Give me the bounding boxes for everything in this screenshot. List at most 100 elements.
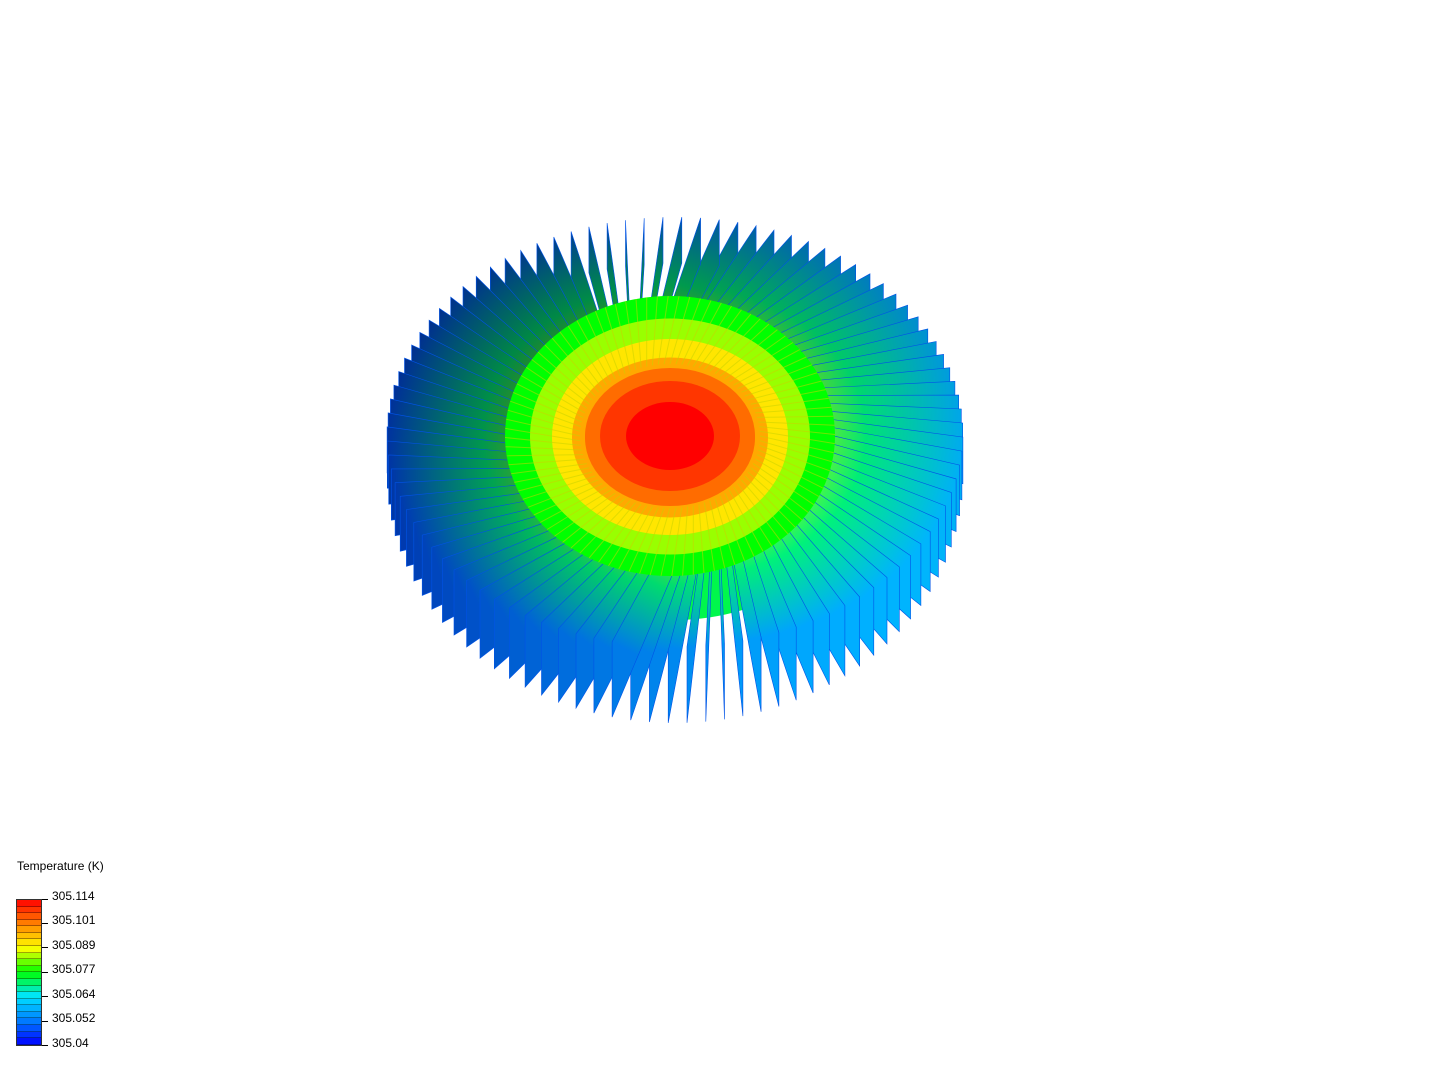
fin-root-edge bbox=[671, 507, 683, 577]
fin-root-edge bbox=[750, 467, 809, 513]
fin-root-edge bbox=[753, 397, 829, 409]
legend-color-band bbox=[17, 978, 41, 986]
fin-root-edge bbox=[520, 375, 586, 414]
fin-root-edge bbox=[585, 315, 616, 380]
fin-root-edge bbox=[504, 437, 581, 446]
fin-root-edge bbox=[709, 500, 726, 569]
fin-root-edge bbox=[728, 489, 764, 552]
fin-root-edge bbox=[518, 471, 593, 492]
legend-color-band bbox=[17, 906, 41, 914]
fin-root-edge bbox=[758, 449, 827, 481]
fin-root-edge bbox=[755, 406, 832, 414]
fin-root-edge bbox=[657, 295, 669, 365]
color-legend: Temperature (K) 305.114 305.101 305.089 … bbox=[0, 0, 200, 1080]
legend-color-band bbox=[17, 985, 41, 993]
fin-root-edge bbox=[709, 318, 761, 372]
fin-root-edge bbox=[508, 458, 585, 466]
legend-label-max: 305.114 bbox=[52, 889, 95, 903]
fin-root-edge bbox=[567, 325, 607, 386]
fin-root-edge bbox=[744, 475, 796, 528]
fin-root-edge bbox=[733, 349, 801, 386]
legend-tick bbox=[42, 996, 48, 997]
legend-tick bbox=[42, 899, 48, 900]
fin-root-edge bbox=[525, 366, 588, 409]
fin-root-edge bbox=[505, 427, 581, 442]
fin-root-edge bbox=[506, 418, 581, 437]
fin-root-edge bbox=[687, 302, 722, 366]
fin-root-edge bbox=[714, 323, 770, 374]
fin-root-edge bbox=[531, 359, 590, 405]
fin-root-edge bbox=[660, 507, 677, 576]
fin-root-edge bbox=[669, 296, 691, 365]
legend-color-band bbox=[17, 926, 41, 933]
legend-color-band bbox=[17, 932, 41, 940]
fin-root-edge bbox=[551, 337, 599, 393]
fin-root-edge bbox=[759, 435, 834, 454]
fin-root-edge bbox=[759, 440, 833, 463]
fin-root-edge bbox=[692, 305, 732, 367]
fin-root-edge bbox=[625, 301, 637, 370]
fin-root-edge bbox=[759, 430, 835, 445]
fin-root-edge bbox=[604, 307, 626, 374]
fin-root-edge bbox=[698, 504, 705, 574]
fin-root-edge bbox=[507, 409, 581, 432]
legend-color-band bbox=[17, 965, 41, 973]
legend-label: 305.101 bbox=[52, 913, 96, 927]
fin-root-edge bbox=[598, 503, 642, 563]
legend-color-band bbox=[17, 1018, 41, 1025]
fin-root-edge bbox=[513, 391, 582, 423]
fin-root-edge bbox=[618, 506, 653, 570]
legend-color-band bbox=[17, 998, 41, 1006]
fin-root-edge bbox=[628, 507, 659, 572]
fin-root-edge bbox=[510, 400, 581, 428]
fin-root-edge bbox=[758, 421, 835, 426]
legend-color-band bbox=[17, 992, 41, 999]
legend-tick bbox=[42, 947, 48, 948]
fin-root-edge bbox=[744, 372, 818, 397]
legend-color-band bbox=[17, 939, 41, 947]
legend-label-min: 305.04 bbox=[52, 1036, 89, 1050]
fin-root-edge bbox=[759, 444, 830, 472]
fin-root-edge bbox=[754, 458, 820, 497]
fin-root-edge bbox=[724, 335, 786, 380]
fin-root-edge bbox=[570, 498, 626, 549]
fin-root-edge bbox=[511, 463, 587, 475]
legend-color-band bbox=[17, 1038, 41, 1045]
fin-root-edge bbox=[719, 329, 778, 377]
legend-tick bbox=[42, 923, 48, 924]
legend-color-band bbox=[17, 1011, 41, 1019]
legend-color-bar bbox=[16, 899, 42, 1046]
fin-root-edge bbox=[714, 498, 736, 565]
fin-root-edge bbox=[579, 500, 631, 554]
fin-root-edge bbox=[537, 351, 593, 401]
legend-label: 305.064 bbox=[52, 987, 96, 1001]
fin-root-edge bbox=[756, 415, 834, 418]
legend-color-band bbox=[17, 946, 41, 953]
legend-tick bbox=[42, 972, 48, 973]
fin-root-edge bbox=[729, 342, 794, 383]
legend-color-band bbox=[17, 1031, 41, 1039]
hot-spot bbox=[626, 402, 714, 470]
fin-root-edge bbox=[562, 495, 621, 543]
fin-root-edge bbox=[682, 506, 689, 576]
fin-root-edge bbox=[516, 383, 584, 418]
fin-root-edge bbox=[759, 426, 836, 435]
legend-tick bbox=[42, 1021, 48, 1022]
fin-root-edge bbox=[756, 454, 824, 489]
fin-root-edge bbox=[554, 492, 616, 537]
fin-root-edge bbox=[747, 471, 803, 521]
fin-root-edge bbox=[651, 296, 658, 366]
fin-root-edge bbox=[588, 502, 636, 559]
fin-root-edge bbox=[522, 475, 596, 500]
fin-root-edge bbox=[635, 298, 642, 368]
legend-label: 305.089 bbox=[52, 938, 96, 952]
fin-root-edge bbox=[533, 483, 603, 516]
fin-root-edge bbox=[663, 296, 680, 365]
fin-root-edge bbox=[703, 502, 715, 571]
fin-root-edge bbox=[505, 446, 582, 451]
fin-root-edge bbox=[698, 309, 742, 369]
fin-root-edge bbox=[704, 313, 752, 370]
fin-root-edge bbox=[741, 364, 813, 393]
